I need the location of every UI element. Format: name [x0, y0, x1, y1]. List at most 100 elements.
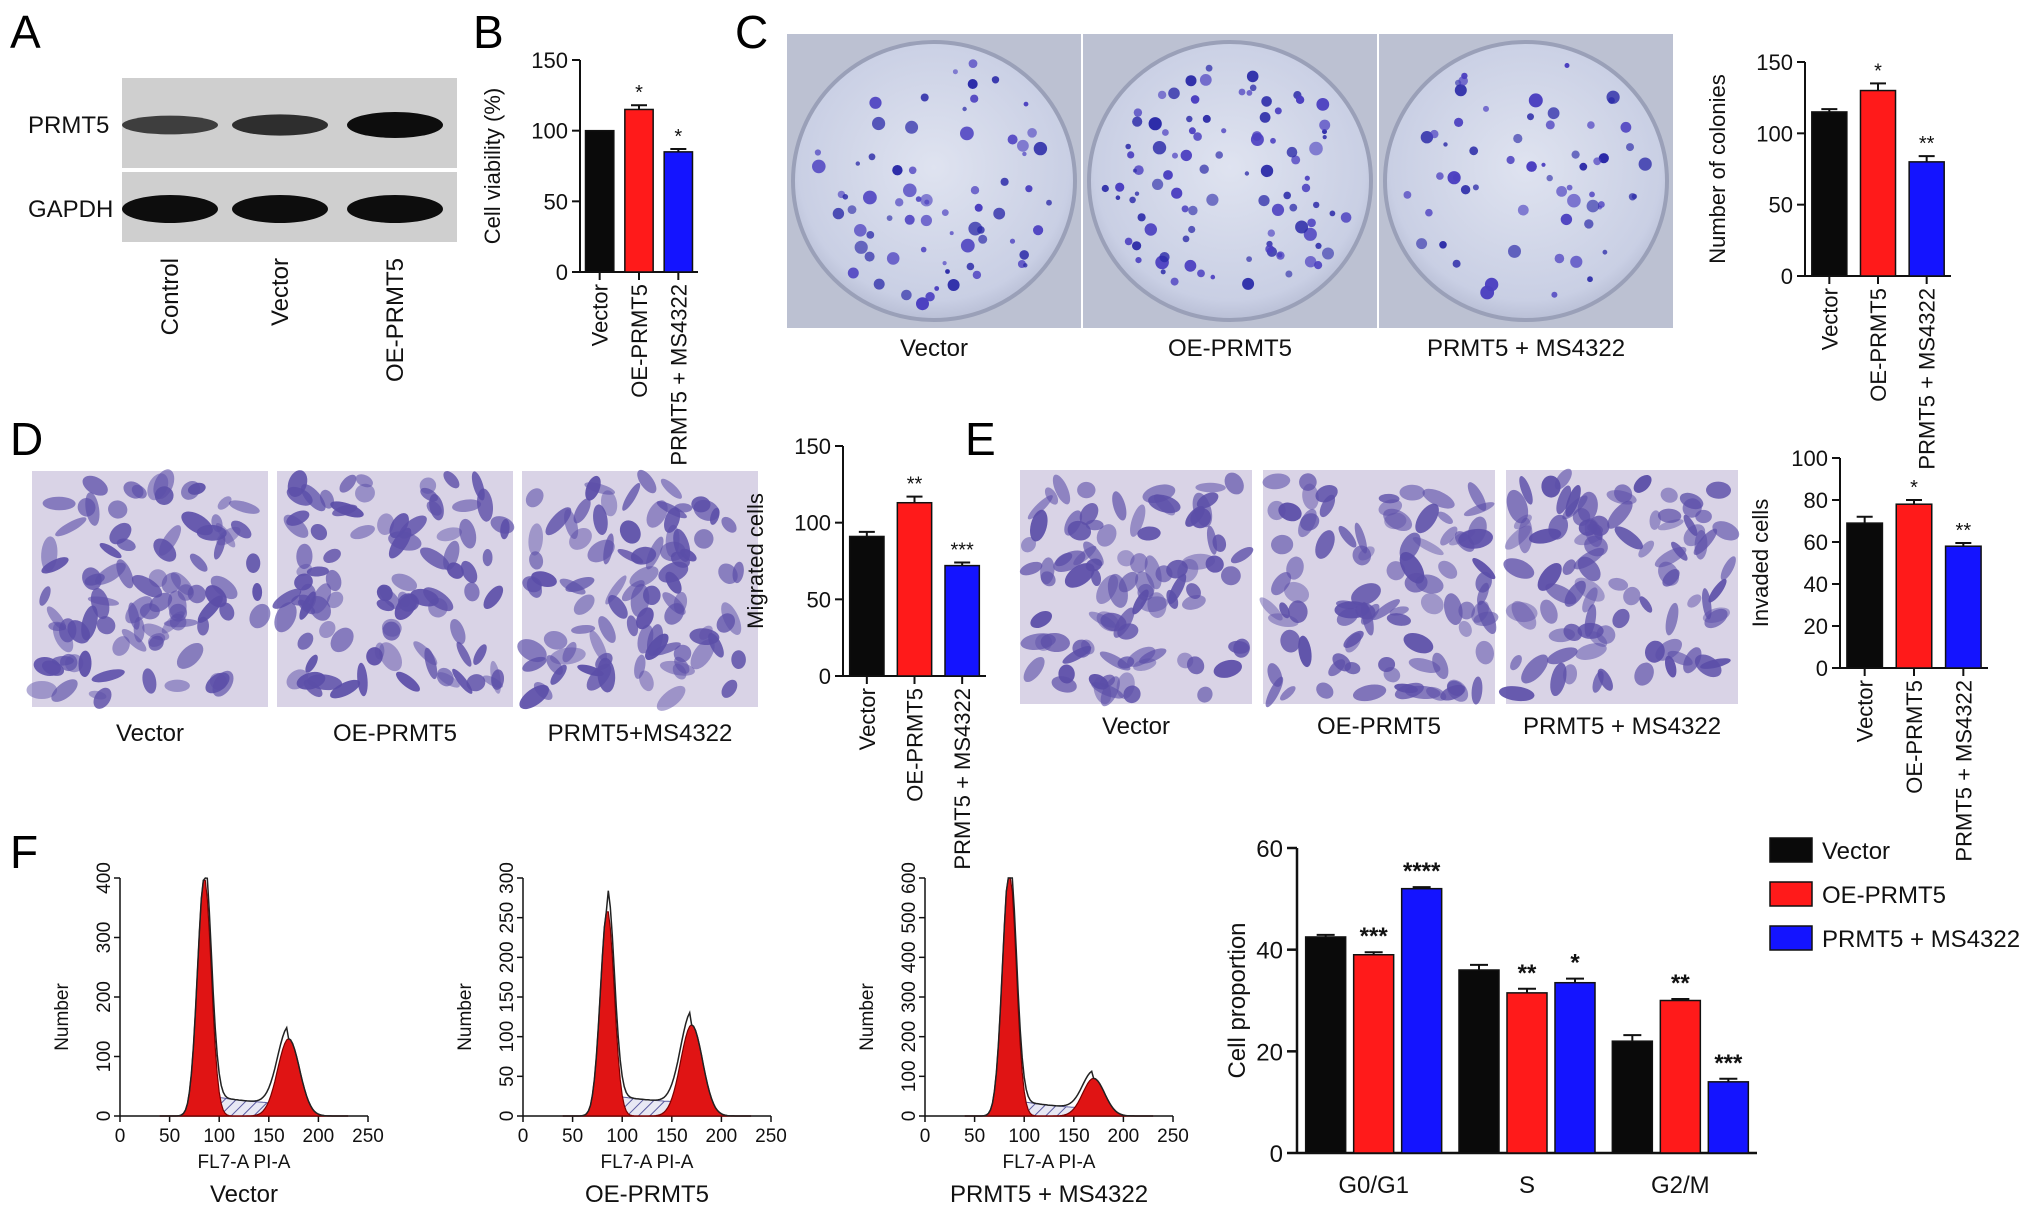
- colony-dot: [1127, 151, 1135, 159]
- panel-label-f: F: [10, 826, 38, 878]
- significance-mark: *: [1570, 950, 1580, 977]
- colony-dot: [812, 159, 826, 174]
- stained-cell: [1562, 559, 1576, 575]
- stained-cell: [550, 664, 567, 685]
- colony-dot: [863, 190, 877, 205]
- colony-dot: [1579, 162, 1588, 171]
- blot-band: [347, 195, 443, 223]
- stained-cell: [181, 480, 201, 500]
- stained-cell: [1019, 561, 1043, 576]
- stained-cell: [212, 670, 234, 697]
- significance-mark: **: [907, 474, 923, 496]
- stained-cell: [1471, 676, 1483, 705]
- colony-dot: [962, 106, 967, 112]
- stained-cell: [1133, 658, 1157, 672]
- stained-cell: [197, 616, 210, 636]
- y-tick-label: 600: [899, 862, 920, 894]
- y-tick-label: 0: [819, 664, 831, 689]
- stained-cell: [1168, 573, 1187, 605]
- y-tick-label: 50: [1769, 193, 1793, 218]
- colony-dot: [1129, 196, 1136, 204]
- photo-caption: Vector: [116, 720, 184, 747]
- stained-cell: [217, 496, 232, 510]
- significance-mark: **: [1518, 960, 1537, 987]
- colony-dot: [1430, 129, 1439, 139]
- colony-dot: [1454, 84, 1467, 97]
- stained-cell: [1706, 481, 1731, 499]
- stained-cell: [1695, 509, 1712, 524]
- stained-cell: [1498, 686, 1535, 702]
- stained-cell: [397, 591, 410, 608]
- x-tick-label: Vector: [588, 284, 613, 346]
- stained-cell: [1230, 546, 1254, 564]
- colony-dot: [1295, 220, 1309, 234]
- colony-dot: [905, 120, 919, 134]
- blot-row-label: PRMT5: [28, 112, 109, 139]
- stained-cell: [639, 670, 654, 692]
- stained-cell: [664, 603, 685, 625]
- x-tick-label: 50: [562, 1126, 583, 1147]
- bar: [584, 129, 615, 273]
- photo-caption: Vector: [1102, 713, 1170, 740]
- y-tick-label: 100: [1791, 446, 1828, 471]
- colony-dot: [1560, 213, 1573, 226]
- stained-cell: [1608, 577, 1629, 591]
- colony-dot: [1022, 151, 1027, 157]
- colony-dot: [1115, 182, 1125, 192]
- stained-cell: [1386, 561, 1406, 581]
- stained-cell: [562, 641, 577, 663]
- stained-cell: [1562, 495, 1588, 520]
- blot-lane-label: Control: [157, 258, 184, 335]
- stained-cell: [1660, 487, 1678, 503]
- stained-cell: [436, 667, 454, 687]
- stained-cell: [1280, 629, 1301, 653]
- stained-cell: [1378, 493, 1400, 504]
- stained-cell: [376, 584, 393, 602]
- colony-dot: [1132, 168, 1137, 173]
- y-tick-label: 20: [1804, 614, 1828, 639]
- stained-cell: [1511, 600, 1537, 630]
- colony-dot: [892, 165, 903, 176]
- stained-cell: [1541, 475, 1561, 498]
- stained-cell: [330, 627, 354, 653]
- bar: [1400, 887, 1443, 1154]
- colony-dot: [1556, 186, 1567, 197]
- colony-dot: [1443, 142, 1448, 147]
- stained-cell: [731, 650, 746, 669]
- stained-cell: [622, 483, 641, 511]
- stained-cell: [619, 520, 641, 544]
- y-axis-title: Number: [52, 983, 73, 1051]
- blot-lane-label: OE-PRMT5: [382, 258, 409, 382]
- stained-cell: [210, 575, 238, 600]
- stained-cell: [1657, 508, 1682, 523]
- y-tick-label: 200: [899, 1021, 920, 1053]
- stained-cell: [1513, 514, 1532, 530]
- stained-cell: [646, 500, 668, 528]
- stained-cell: [391, 573, 418, 591]
- stained-cell: [636, 607, 654, 630]
- stained-cell: [522, 576, 542, 593]
- stained-cell: [1638, 540, 1655, 558]
- colony-dot: [1199, 74, 1212, 86]
- colony-dot: [1528, 93, 1543, 108]
- colony-dot: [1307, 218, 1316, 228]
- x-tick-label: 50: [964, 1126, 985, 1147]
- stained-cell: [1607, 500, 1633, 529]
- colony-dot: [1472, 184, 1479, 191]
- colony-dot: [1202, 114, 1211, 123]
- colony-dot: [1469, 146, 1479, 156]
- colony-dot: [947, 279, 960, 291]
- colony-dot: [1291, 155, 1301, 165]
- stained-cell: [652, 642, 681, 656]
- stained-cell: [1127, 646, 1156, 667]
- colony-dot: [1242, 277, 1255, 290]
- histogram-envelope: [562, 890, 752, 1117]
- colony-dot: [832, 207, 845, 220]
- x-axis-title: FL7-A PI-A: [198, 1152, 291, 1173]
- stained-cell: [673, 528, 691, 562]
- colony-dot: [1221, 128, 1227, 134]
- x-tick-label: 0: [920, 1126, 931, 1147]
- y-tick-label: 500: [899, 902, 920, 934]
- colony-dot: [949, 231, 954, 236]
- colony-dot: [1439, 241, 1447, 249]
